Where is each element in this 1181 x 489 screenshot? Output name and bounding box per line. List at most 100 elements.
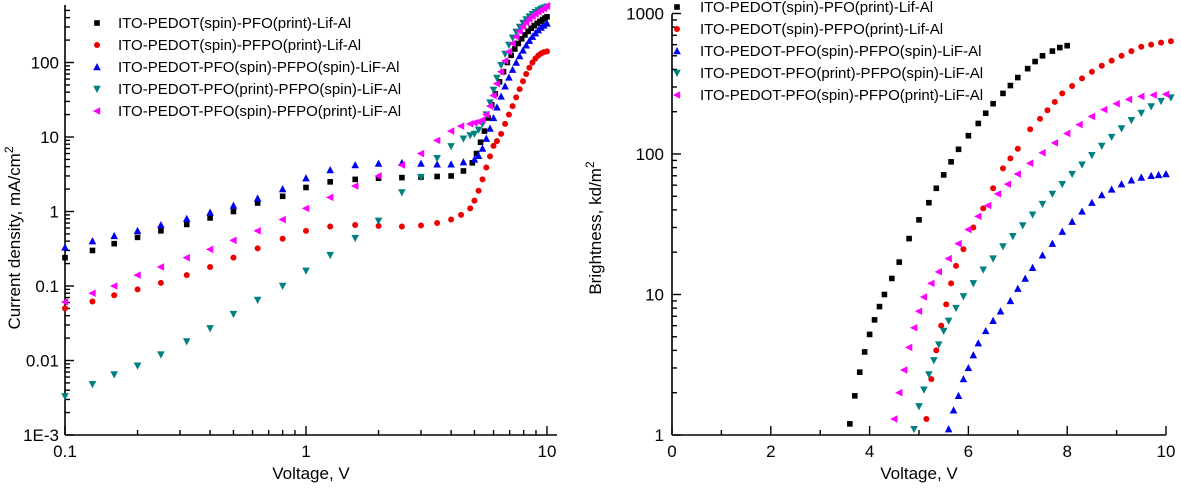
data-point bbox=[206, 208, 214, 216]
data-point bbox=[489, 86, 498, 94]
data-point bbox=[896, 259, 903, 265]
data-point bbox=[1148, 41, 1155, 48]
data-point bbox=[134, 286, 141, 293]
data-point bbox=[460, 168, 467, 174]
data-point bbox=[515, 52, 524, 60]
data-point bbox=[482, 134, 491, 142]
data-point bbox=[965, 132, 972, 139]
data-point bbox=[1068, 170, 1076, 179]
data-point bbox=[974, 212, 982, 221]
data-point bbox=[493, 138, 500, 145]
legend-label: ITO-PEDOT-PFO(print)-PFPO(spin)-LiF-Al bbox=[700, 65, 983, 82]
data-point bbox=[1128, 48, 1135, 55]
ticks bbox=[64, 9, 548, 436]
data-point bbox=[673, 47, 681, 55]
data-point bbox=[374, 159, 383, 167]
data-point bbox=[1158, 39, 1165, 46]
data-point bbox=[954, 239, 962, 248]
data-point bbox=[500, 57, 509, 65]
data-point bbox=[183, 272, 190, 279]
data-point bbox=[522, 41, 531, 49]
data-point bbox=[1048, 239, 1057, 247]
data-point bbox=[497, 92, 505, 100]
data-point bbox=[158, 228, 164, 234]
data-point bbox=[890, 415, 898, 423]
data-point bbox=[515, 40, 522, 47]
data-point bbox=[133, 271, 141, 279]
data-point bbox=[399, 174, 405, 181]
data-point bbox=[944, 317, 953, 325]
data-point bbox=[94, 42, 100, 48]
data-point bbox=[543, 19, 551, 27]
data-point bbox=[1117, 125, 1126, 133]
data-point bbox=[1167, 38, 1174, 45]
data-point bbox=[948, 159, 954, 165]
data-point bbox=[938, 322, 945, 329]
data-point bbox=[375, 175, 382, 181]
data-point bbox=[434, 220, 441, 227]
data-point bbox=[489, 113, 498, 122]
data-point bbox=[253, 296, 262, 304]
data-point bbox=[434, 173, 440, 180]
data-point bbox=[993, 190, 1002, 198]
data-point bbox=[61, 393, 69, 401]
data-point bbox=[1021, 274, 1030, 282]
data-point bbox=[325, 193, 334, 202]
data-point bbox=[508, 39, 516, 48]
data-point bbox=[940, 172, 947, 178]
legend-label: ITO-PEDOT-PFO(print)-PFPO(spin)-LiF-Al bbox=[118, 81, 401, 98]
data-point bbox=[1088, 68, 1095, 75]
data-point bbox=[1147, 103, 1155, 111]
data-point bbox=[1014, 284, 1022, 292]
data-point bbox=[522, 18, 530, 27]
x-tick-label: 0 bbox=[667, 442, 676, 461]
data-point bbox=[182, 338, 191, 346]
data-point bbox=[505, 73, 513, 81]
legend-item: ITO-PEDOT(spin)-PFPO(print)-Lif-Al bbox=[674, 21, 943, 38]
data-point bbox=[374, 217, 383, 225]
data-point bbox=[990, 185, 997, 192]
data-point bbox=[474, 151, 483, 159]
data-point bbox=[1137, 92, 1145, 101]
data-point bbox=[519, 46, 527, 54]
y-tick-label: 100 bbox=[31, 54, 59, 73]
data-point bbox=[482, 110, 490, 119]
data-point bbox=[1078, 207, 1086, 215]
data-point bbox=[1162, 170, 1170, 178]
data-point bbox=[352, 221, 359, 228]
data-point bbox=[475, 187, 482, 194]
data-point bbox=[955, 146, 962, 153]
data-point bbox=[525, 36, 534, 44]
legend-label: ITO-PEDOT-PFO(spin)-PFPO(spin)-LiF-Al bbox=[700, 43, 981, 60]
data-point bbox=[1051, 98, 1058, 105]
legend-item: ITO-PEDOT-PFO(spin)-PFPO(spin)-LiF-Al bbox=[93, 59, 399, 76]
legend: ITO-PEDOT(spin)-PFO(print)-Lif-Al ITO-PED… bbox=[672, 0, 983, 104]
data-point bbox=[478, 144, 487, 152]
data-point bbox=[895, 388, 903, 397]
data-point bbox=[1007, 82, 1014, 89]
legend-item: ITO-PEDOT-PFO(print)-PFPO(spin)-LiF-Al bbox=[673, 65, 983, 82]
x-tick-label: 1 bbox=[301, 442, 310, 461]
legend-label: ITO-PEDOT(spin)-PFPO(print)-Lif-Al bbox=[118, 37, 361, 54]
data-point bbox=[398, 189, 406, 197]
data-point bbox=[1039, 52, 1046, 59]
data-point bbox=[490, 142, 497, 149]
data-point bbox=[934, 268, 942, 276]
data-point bbox=[133, 226, 142, 235]
data-point bbox=[1088, 198, 1096, 206]
data-point bbox=[925, 371, 933, 379]
data-point bbox=[515, 27, 523, 35]
data-point bbox=[1050, 139, 1059, 147]
data-point bbox=[909, 323, 918, 332]
data-point bbox=[672, 91, 681, 99]
data-point bbox=[674, 4, 680, 10]
data-point bbox=[511, 46, 518, 52]
data-point bbox=[417, 173, 425, 182]
data-point bbox=[1059, 90, 1066, 97]
data-point bbox=[1058, 227, 1067, 235]
data-point bbox=[62, 254, 68, 261]
data-point bbox=[519, 78, 526, 85]
data-point bbox=[1117, 180, 1126, 188]
data-point bbox=[448, 173, 454, 179]
data-point bbox=[926, 199, 932, 206]
